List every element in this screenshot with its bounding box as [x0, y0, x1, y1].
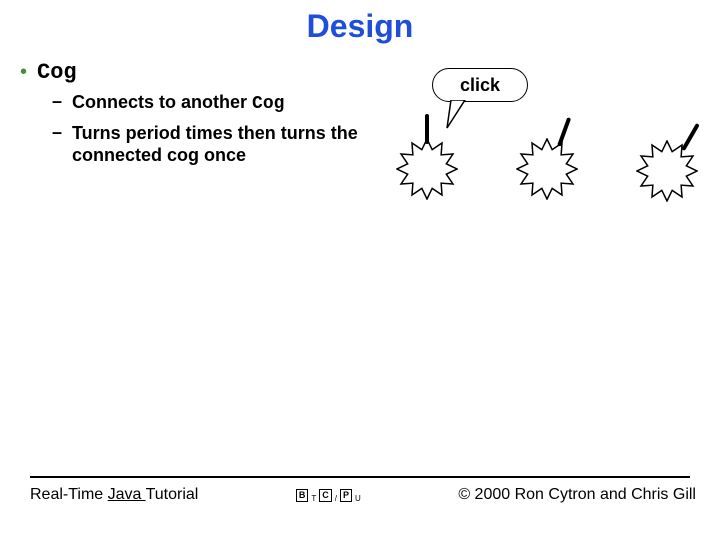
bullet-l1-text: Cog — [37, 60, 77, 85]
cog-icon-2 — [516, 138, 578, 200]
cog-pointer-icon — [425, 114, 429, 144]
page-title: Design — [0, 0, 720, 45]
footer-left-underlined: Java — [108, 486, 146, 503]
logo-sub-3: U — [355, 494, 361, 503]
bullet-l2-1-prefix: Connects to another — [72, 92, 252, 112]
bullet-l2-1: – Connects to another Cog — [52, 91, 360, 116]
bullet-l2-1-text: Connects to another Cog — [72, 91, 284, 116]
logo-sub-1: T — [311, 494, 316, 503]
speech-callout: click — [432, 68, 528, 102]
cog-icon-1 — [396, 138, 458, 200]
footer-left: Real-Time Java Tutorial — [30, 486, 198, 504]
logo-sub-2: / — [335, 494, 337, 503]
logo-box-2: C — [319, 489, 332, 502]
callout-tail-icon — [445, 100, 473, 130]
footer: Real-Time Java Tutorial B T C / P U © 20… — [30, 486, 696, 504]
footer-logo: B T C / P U — [296, 489, 361, 502]
bullet-l2-2-text: Turns period times then turns the connec… — [72, 122, 360, 167]
bullet-l1: • Cog — [20, 60, 360, 85]
footer-divider — [30, 476, 690, 478]
footer-copyright: © 2000 Ron Cytron and Chris Gill — [458, 486, 696, 504]
bullet-l2-2: – Turns period times then turns the conn… — [52, 122, 360, 167]
footer-left-prefix: Real-Time — [30, 486, 108, 503]
bullet-l2-1-code: Cog — [252, 94, 284, 114]
bullet-list: • Cog – Connects to another Cog – Turns … — [20, 60, 360, 173]
footer-left-suffix: Tutorial — [146, 486, 199, 503]
dash-icon: – — [52, 122, 62, 144]
logo-box-1: B — [296, 489, 309, 502]
callout-label: click — [460, 75, 500, 96]
logo-box-3: P — [340, 489, 352, 502]
dash-icon: – — [52, 91, 62, 113]
cog-icon-3 — [636, 140, 698, 202]
bullet-dot-icon: • — [20, 62, 27, 82]
